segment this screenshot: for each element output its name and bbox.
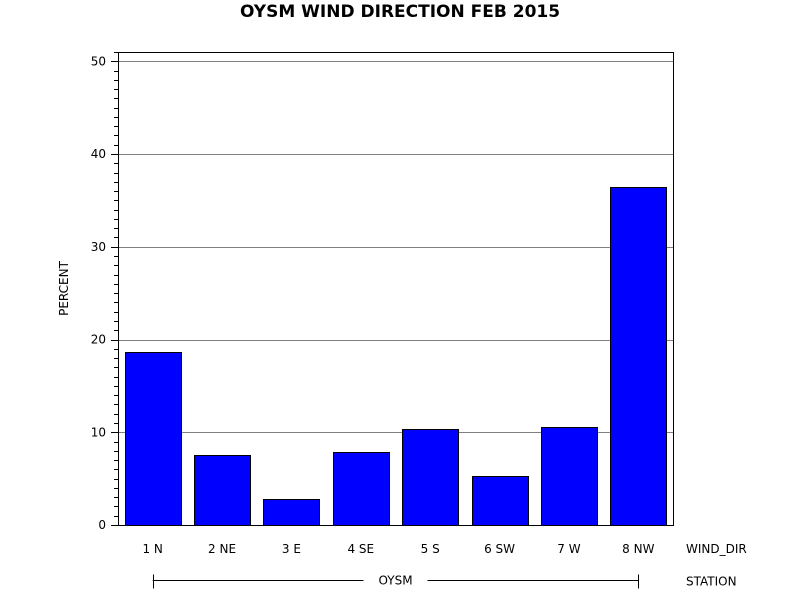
y-tick-label-30: 30 — [91, 240, 106, 254]
x-tick-label-6-sw: 6 SW — [484, 542, 515, 556]
x-axis-labels: 1 N 2 NE 3 E 4 SE 5 S 6 SW 7 W 8 NW — [142, 542, 654, 556]
bar-1-n — [125, 352, 182, 526]
y-tick-label-50: 50 — [91, 54, 106, 68]
x-tick-label-8-nw: 8 NW — [622, 542, 654, 556]
y-tick-label-0: 0 — [98, 518, 106, 532]
y-tick-label-40: 40 — [91, 147, 106, 161]
station-value: OYSM — [378, 574, 412, 588]
station-group: OYSM — [152, 574, 639, 589]
x-tick-label-4-se: 4 SE — [347, 542, 374, 556]
x-tick-label-5-s: 5 S — [421, 542, 440, 556]
bars — [125, 187, 667, 526]
y-axis-label: PERCENT — [57, 260, 71, 315]
x-tick-label-1-n: 1 N — [142, 542, 162, 556]
bar-4-se — [333, 452, 390, 526]
x-tick-label-7-w: 7 W — [557, 542, 580, 556]
x-axis-label: WIND_DIR — [686, 542, 747, 556]
plot-frame — [118, 52, 674, 526]
y-tick-label-10: 10 — [91, 425, 106, 439]
bar-3-e — [263, 499, 320, 526]
y-tick-label-20: 20 — [91, 333, 106, 347]
bar-6-sw — [472, 476, 529, 526]
y-axis: 0 10 20 30 40 50 — [91, 52, 118, 532]
chart-title: OYSM WIND DIRECTION FEB 2015 — [240, 2, 560, 22]
bar-7-w — [541, 427, 598, 526]
bar-8-nw — [610, 187, 667, 526]
station-axis-label: STATION — [686, 575, 737, 589]
gridlines — [118, 61, 673, 433]
bar-2-ne — [194, 455, 251, 526]
bar-5-s — [402, 429, 459, 526]
x-tick-label-3-e: 3 E — [282, 542, 301, 556]
x-tick-label-2-ne: 2 NE — [208, 542, 236, 556]
